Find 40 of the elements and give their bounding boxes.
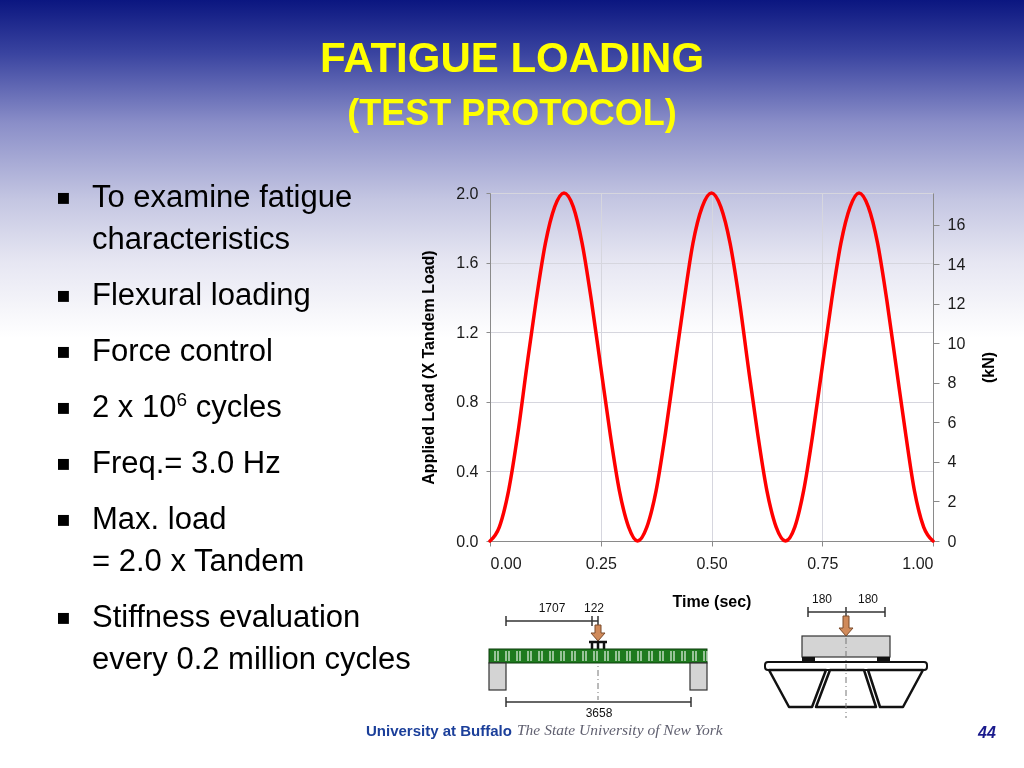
y-axis-title: Applied Load (X Tandem Load) bbox=[420, 250, 438, 485]
text: The State University of New York bbox=[517, 720, 723, 739]
text: ▪ To examine fatigue characteristics bbox=[56, 178, 353, 256]
y-tick-label: 0.0 bbox=[456, 532, 479, 550]
text: University at Buffalo bbox=[366, 722, 512, 739]
text: 1707 bbox=[538, 601, 566, 615]
y-tick-label: 1.6 bbox=[456, 254, 479, 272]
y2-axis-title: (kN) bbox=[980, 351, 998, 384]
y2-tick-label: 16 bbox=[947, 216, 966, 234]
x-axis-title: Time (sec) bbox=[672, 592, 752, 610]
text: 180 bbox=[811, 592, 833, 606]
text: ▪ Freq.= 3.0 Hz bbox=[56, 444, 281, 482]
text: ▪ 2 x 10$^{6}$ cycles bbox=[56, 387, 282, 426]
x-tick-label: 0.25 bbox=[585, 554, 617, 572]
y2-tick-label: 0 bbox=[947, 532, 957, 550]
text: ▪ Stiffness evaluation every 0.2 million cycles bbox=[56, 598, 412, 678]
x-tick-label: 0.75 bbox=[807, 554, 839, 572]
y2-tick-label: 10 bbox=[947, 334, 966, 352]
y2-tick-label: 4 bbox=[947, 453, 957, 471]
y2-tick-label: 14 bbox=[947, 255, 966, 273]
text: ▪ Flexural loading bbox=[56, 276, 311, 314]
text: 44 bbox=[978, 724, 996, 742]
y-tick-label: 0.4 bbox=[456, 462, 479, 480]
x-tick-label: 1.00 bbox=[902, 554, 934, 572]
text: ▪ Max. load = 2.0 x Tandem bbox=[56, 500, 306, 580]
y2-tick-label: 2 bbox=[947, 492, 957, 510]
chart-title: FATIGUE LOADING bbox=[319, 34, 705, 81]
chart-subtitle: (TEST PROTOCOL) bbox=[347, 92, 677, 133]
x-tick-label: 0.00 bbox=[490, 554, 522, 572]
text: 3658 bbox=[585, 706, 613, 720]
y-tick-label: 1.2 bbox=[456, 323, 479, 341]
text: ▪ Force control bbox=[56, 332, 273, 370]
y-tick-label: 2.0 bbox=[456, 184, 479, 202]
y2-tick-label: 6 bbox=[947, 413, 957, 431]
x-tick-label: 0.50 bbox=[696, 554, 728, 572]
text: 180 bbox=[857, 592, 879, 606]
y2-tick-label: 8 bbox=[947, 374, 957, 392]
text: 122 bbox=[583, 601, 605, 615]
y2-tick-label: 12 bbox=[947, 295, 966, 313]
y-tick-label: 0.8 bbox=[456, 393, 479, 411]
